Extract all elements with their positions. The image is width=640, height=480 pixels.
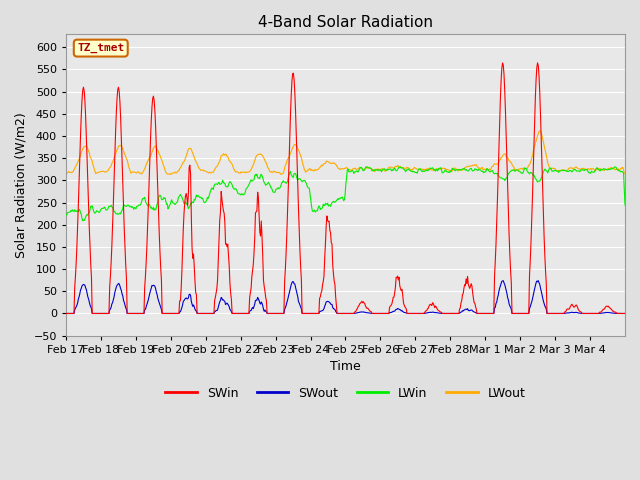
- LWout: [621, 171, 629, 177]
- SWin: [62, 311, 70, 316]
- LWin: [404, 166, 412, 172]
- SWin: [128, 311, 136, 316]
- LWin: [362, 164, 370, 169]
- SWout: [258, 300, 266, 306]
- LWout: [404, 165, 412, 171]
- SWout: [62, 311, 70, 316]
- LWin: [129, 204, 136, 210]
- SWin: [534, 60, 541, 66]
- LWin: [280, 179, 288, 184]
- SWout: [128, 311, 136, 316]
- LWin: [231, 186, 239, 192]
- LWout: [258, 152, 266, 158]
- SWin: [403, 311, 411, 316]
- LWout: [62, 171, 70, 177]
- SWout: [435, 310, 442, 316]
- Line: LWout: LWout: [66, 131, 625, 174]
- X-axis label: Time: Time: [330, 360, 361, 373]
- SWin: [258, 234, 266, 240]
- Title: 4-Band Solar Radiation: 4-Band Solar Radiation: [258, 15, 433, 30]
- LWout: [230, 167, 238, 172]
- LWin: [62, 212, 70, 217]
- LWin: [436, 166, 444, 171]
- SWout: [534, 278, 542, 284]
- LWout: [128, 170, 136, 176]
- LWin: [79, 218, 86, 224]
- SWin: [621, 311, 629, 316]
- LWin: [259, 175, 267, 180]
- SWout: [621, 311, 629, 316]
- Y-axis label: Solar Radiation (W/m2): Solar Radiation (W/m2): [15, 112, 28, 258]
- Text: TZ_tmet: TZ_tmet: [77, 43, 124, 53]
- SWout: [230, 311, 238, 316]
- LWout: [277, 171, 285, 177]
- LWin: [621, 202, 629, 208]
- SWin: [435, 308, 442, 313]
- SWout: [403, 311, 411, 316]
- Line: LWin: LWin: [66, 167, 625, 221]
- LWout: [435, 166, 443, 172]
- SWout: [279, 311, 287, 316]
- SWin: [279, 311, 287, 316]
- Line: SWin: SWin: [66, 63, 625, 313]
- SWin: [230, 311, 238, 316]
- LWout: [536, 128, 543, 133]
- Line: SWout: SWout: [66, 281, 625, 313]
- LWout: [280, 168, 288, 174]
- Legend: SWin, SWout, LWin, LWout: SWin, SWout, LWin, LWout: [161, 382, 531, 405]
